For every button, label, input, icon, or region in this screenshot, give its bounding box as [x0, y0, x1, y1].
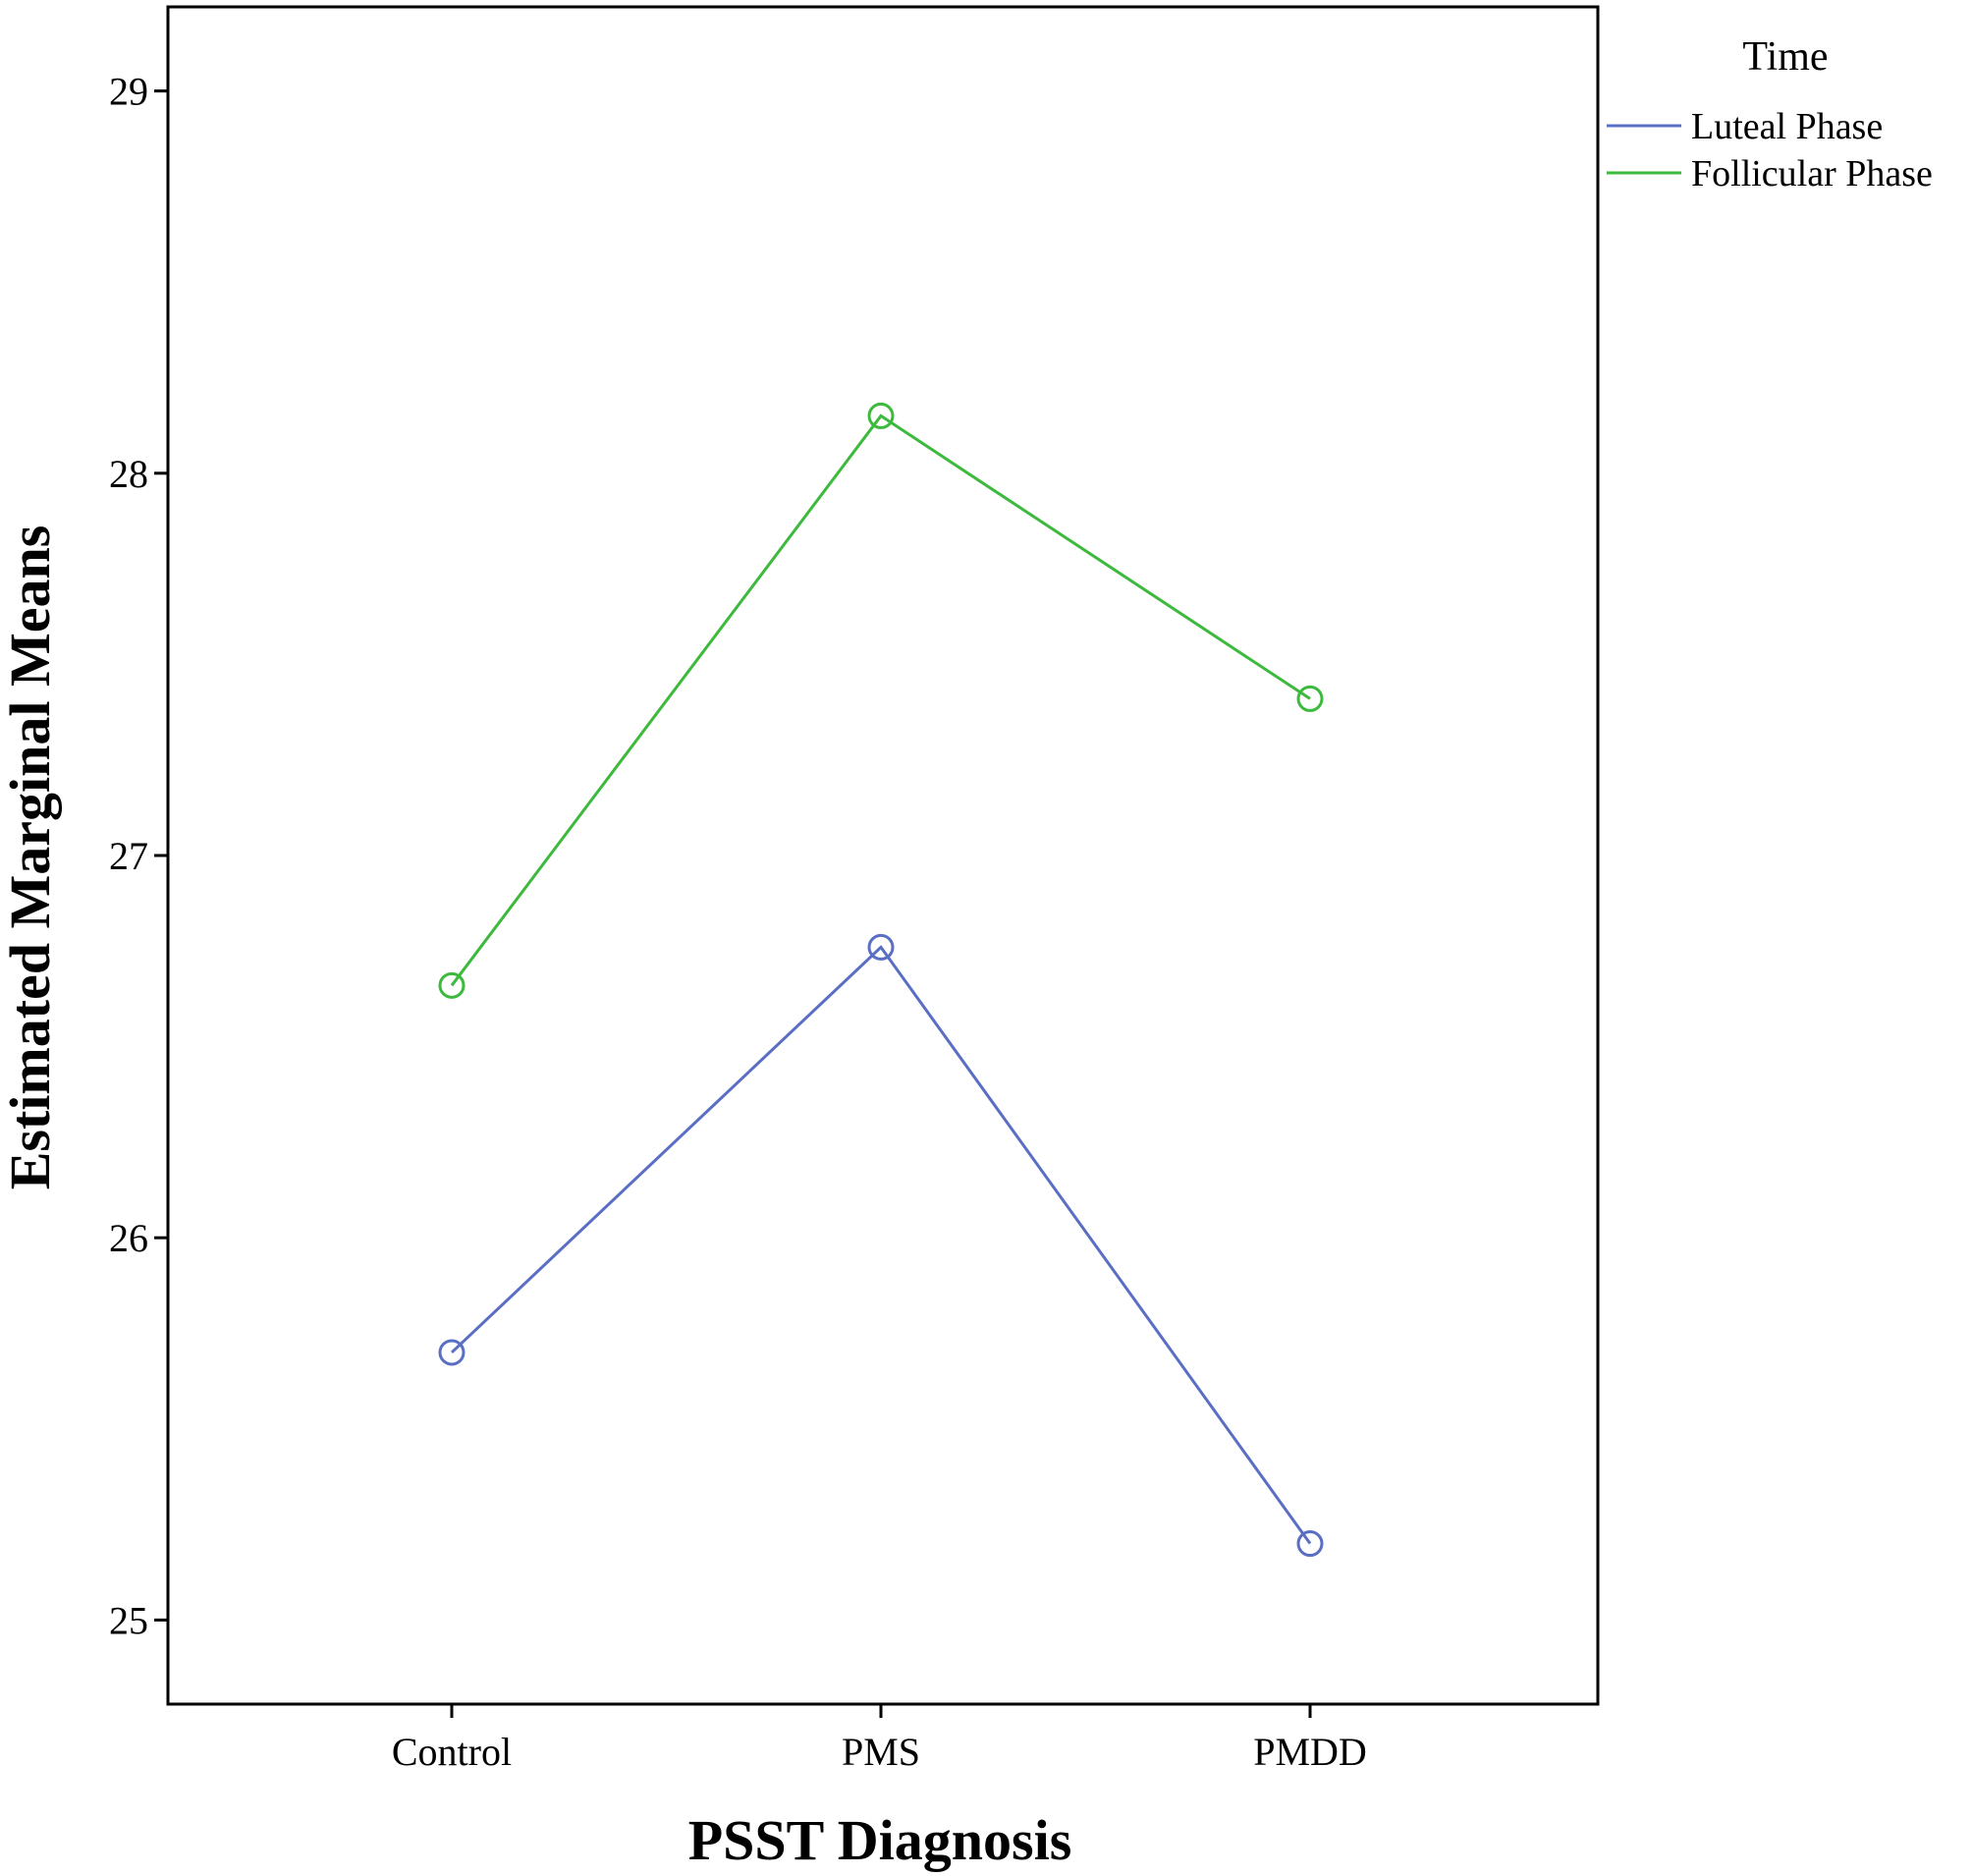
series-luteal-phase [438, 933, 1324, 1558]
legend: Time Luteal Phase Follicular Phase [1607, 34, 1933, 194]
x-tick-label: Control [392, 1730, 512, 1774]
legend-label: Luteal Phase [1691, 106, 1883, 147]
legend-label: Follicular Phase [1691, 153, 1933, 194]
x-axis: Control PMS PMDD [392, 1704, 1367, 1774]
y-axis: 25 26 27 28 29 [109, 70, 168, 1642]
x-tick-label: PMS [842, 1730, 920, 1774]
y-tick-label: 29 [109, 70, 148, 114]
y-tick-label: 28 [109, 452, 148, 496]
plot-frame [166, 5, 1600, 1706]
data-point [1296, 1530, 1324, 1558]
legend-title: Time [1742, 34, 1828, 80]
y-tick-label: 26 [109, 1216, 148, 1260]
series-layer [438, 402, 1324, 1558]
y-tick-label: 27 [109, 834, 148, 878]
y-axis-title: Estimated Marginal Means [0, 525, 62, 1190]
data-point [438, 971, 466, 999]
legend-items: Luteal Phase Follicular Phase [1607, 106, 1933, 194]
data-point [1296, 685, 1324, 712]
series-follicular-phase [438, 402, 1324, 999]
y-tick-label: 25 [109, 1598, 148, 1642]
x-axis-title: PSST Diagnosis [688, 1808, 1072, 1872]
data-point [867, 933, 895, 961]
data-point [867, 402, 895, 429]
series-line [450, 945, 1312, 1545]
x-tick-label: PMDD [1253, 1730, 1367, 1774]
data-point [438, 1339, 466, 1366]
series-line [450, 414, 1311, 987]
